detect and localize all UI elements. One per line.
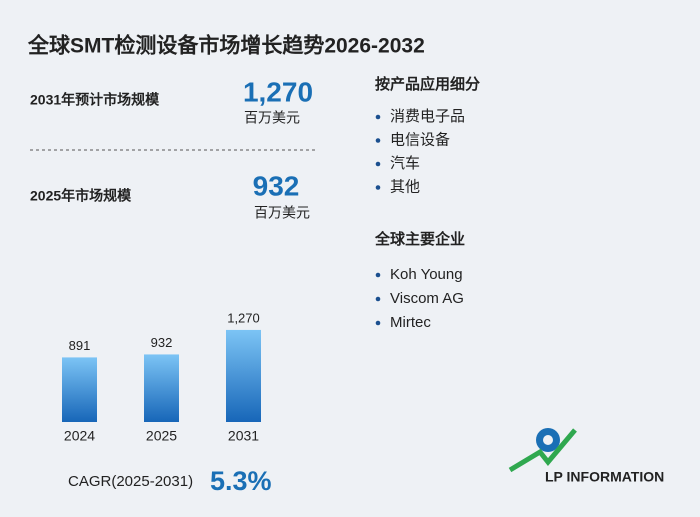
x-tick-label: 2031 [228,428,259,444]
bar [62,357,97,422]
logo-text: LP INFORMATION [545,469,664,485]
list-item: Koh Young [390,266,463,283]
logo-icon [508,428,577,473]
label-2025: 2025年市场规模 [30,188,132,204]
bullet [375,272,381,278]
segments-title: 按产品应用细分 [375,75,480,93]
bar [226,329,261,422]
companies-title: 全球主要企业 [374,230,465,248]
x-tick-label: 2025 [146,428,177,444]
bullet [375,114,381,120]
x-tick-label: 2024 [64,428,95,444]
bullet [375,138,381,143]
label-2031: 2031年预计市场规模 [30,92,160,108]
list-item: 消费电子品 [390,108,465,125]
value-2025: 932 [253,170,300,201]
list-item: 汽车 [390,155,420,172]
bullet [375,320,381,326]
value-label: 1,270 [227,310,260,325]
unit-2031: 百万美元 [244,110,300,126]
unit-2025: 百万美元 [254,205,310,221]
bullet [375,296,381,302]
list-item: Mirtec [390,314,431,331]
title: 全球SMT检测设备市场增长趋势2026-2032 [27,34,425,58]
value-label: 932 [151,335,173,350]
value-2031: 1,270 [243,76,313,107]
list-item: 其他 [390,178,420,195]
list-item: 电信设备 [390,131,450,148]
bar [144,354,179,422]
cagr-label: CAGR(2025-2031) [68,473,193,490]
cagr-value: 5.3% [210,466,272,496]
bullet [375,185,381,190]
bullet [375,161,381,167]
list-item: Viscom AG [390,290,464,307]
value-label: 891 [69,338,91,353]
